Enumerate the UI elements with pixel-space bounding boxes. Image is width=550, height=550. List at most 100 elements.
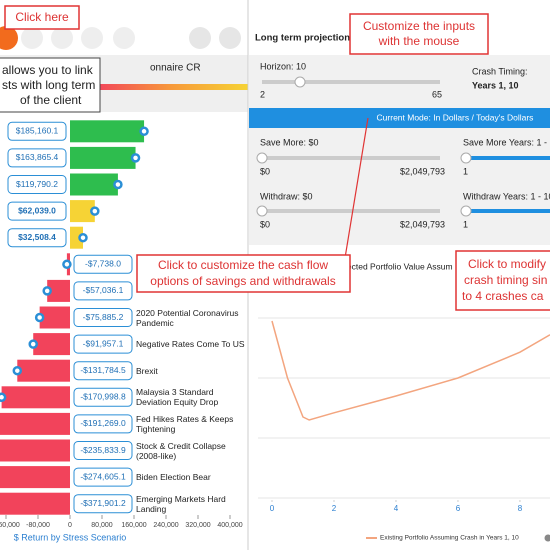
scenario-name: Negative Rates Come To US: [136, 339, 245, 350]
bar: [47, 279, 70, 302]
value-label: $185,160.1: [16, 126, 59, 136]
bar: [70, 226, 84, 249]
bar: [70, 200, 95, 223]
scenario-name: Fed Hikes Rates & Keeps Tightening: [136, 413, 234, 434]
callout-text: of the client: [20, 93, 82, 107]
value-label: -$274,605.1: [80, 471, 126, 481]
bar-handle: [113, 179, 123, 190]
withdraw-min: $0: [260, 219, 270, 229]
save-years-min: 1: [463, 166, 468, 176]
save-max: $2,049,793: [400, 166, 445, 176]
x-tick-label: 320,000: [185, 522, 210, 529]
callout-text: sts with long term: [2, 78, 95, 92]
value-label: -$7,738.0: [85, 259, 121, 269]
callout-box: [455, 250, 550, 311]
scenario-name: Fed Hikes Rates & Keeps Tightening: [136, 413, 234, 434]
withdraw-max: $2,049,793: [400, 219, 445, 229]
value-label: $62,039.0: [18, 205, 56, 215]
horizon-min: 2: [260, 89, 265, 99]
slider-thumb[interactable]: [460, 152, 472, 164]
value-label-box: [7, 121, 67, 141]
x-tick-label: 2: [332, 504, 337, 513]
toolbar-button[interactable]: [21, 27, 43, 49]
horizon-max: 65: [432, 89, 442, 99]
value-label: $119,790.2: [16, 179, 58, 189]
value-label-box: [7, 175, 67, 194]
callout-text: crash timing sin: [464, 273, 547, 287]
x-tick-label: 6: [456, 504, 461, 513]
scenario-name: 2020 Potential Coronavirus Pandemic: [136, 308, 239, 328]
scenario-name: Emerging Markets Hard Landing: [136, 493, 226, 514]
x-tick-label: 8: [518, 504, 523, 513]
bar: [17, 359, 70, 382]
bar: [39, 306, 70, 329]
scenario-name: Malaysia 3 Standard Deviation Equity Dro…: [136, 387, 219, 408]
callout-text: options of savings and withdrawals: [150, 274, 335, 288]
scenario-name: Stock & Credit Collapse (2008-like): [136, 440, 226, 461]
mode-bar[interactable]: [249, 108, 550, 128]
value-label-box: [73, 387, 133, 407]
slider-thumb[interactable]: [460, 205, 472, 217]
crash-label: Crash Timing:: [472, 66, 528, 76]
bar: [0, 466, 70, 489]
bar: [0, 439, 70, 462]
toolbar-button[interactable]: [0, 26, 18, 50]
value-label: -$170,998.8: [80, 392, 126, 402]
bar-handle: [42, 286, 52, 296]
horizon-label: Horizon: 10: [260, 61, 306, 71]
value-label-box: [7, 228, 67, 248]
panel-heading: onnaire CR: [150, 63, 201, 74]
scenario-name: Emerging Markets Hard Landing: [136, 493, 226, 514]
mode-label[interactable]: Current Mode: In Dollars / Today's Dolla…: [377, 112, 534, 122]
scenario-name: Negative Rates Come To US: [136, 339, 245, 350]
withdraw-years-min: 1: [463, 219, 468, 229]
bar-handle: [62, 259, 72, 270]
scenario-name: Brexit: [136, 365, 158, 376]
value-label-box: [73, 414, 133, 434]
scenario-name: Biden Election Bear: [136, 472, 211, 482]
value-label: $32,508.4: [18, 232, 56, 242]
bar: [33, 333, 70, 356]
value-label: -$191,269.0: [80, 418, 126, 428]
save-more: Save More: $0: [260, 137, 319, 147]
bar-handle: [0, 392, 7, 403]
toolbar-button[interactable]: [51, 27, 73, 49]
x-tick-label: 240,000: [153, 522, 178, 529]
callout-text: with the mouse: [378, 34, 460, 48]
x-tick-label: 80,000: [91, 522, 113, 529]
callout-text: Customize the inputs: [363, 19, 475, 33]
bar: [70, 146, 136, 169]
save-years: Save More Years: 1 - 1: [463, 137, 550, 147]
sliders: [256, 76, 550, 217]
crash-years: Years 1, 10: [472, 80, 519, 90]
print-button[interactable]: [189, 27, 211, 49]
bar: [0, 492, 70, 515]
slider-thumb[interactable]: [294, 76, 306, 88]
callout-box: [349, 13, 489, 55]
slider-thumb[interactable]: [256, 205, 268, 217]
value-label-box: [73, 281, 133, 301]
value-label-box: [73, 308, 133, 327]
scenario-name: Stock & Credit Collapse (2008-like): [136, 440, 226, 461]
toolbar-button[interactable]: [113, 27, 135, 49]
value-label-box: [73, 254, 133, 274]
value-label-box: [73, 467, 133, 487]
axis-label: $ Return by Stress Scenario: [14, 532, 127, 542]
callouts: Click here allows you to link sts with l…: [0, 5, 550, 311]
x-tick-label: -160,000: [0, 522, 20, 529]
bar-handle: [78, 232, 88, 243]
x-tick-label: 160,000: [121, 522, 146, 529]
settings-button[interactable]: [219, 27, 241, 49]
callout-text: Click here: [15, 10, 69, 24]
callout-text: Click to customize the cash flow: [158, 258, 328, 272]
value-label: -$371,901.2: [80, 498, 126, 508]
value-label: -$91,957.1: [83, 338, 124, 348]
projection-title: Long term projection: [255, 33, 350, 44]
slider-thumb[interactable]: [256, 152, 268, 164]
help-icon: [544, 534, 550, 542]
toolbar-button[interactable]: [81, 27, 103, 49]
withdraw-years: Withdraw Years: 1 - 10: [463, 191, 550, 201]
value-label-box: [7, 148, 67, 168]
value-label: -$75,885.2: [83, 312, 124, 322]
